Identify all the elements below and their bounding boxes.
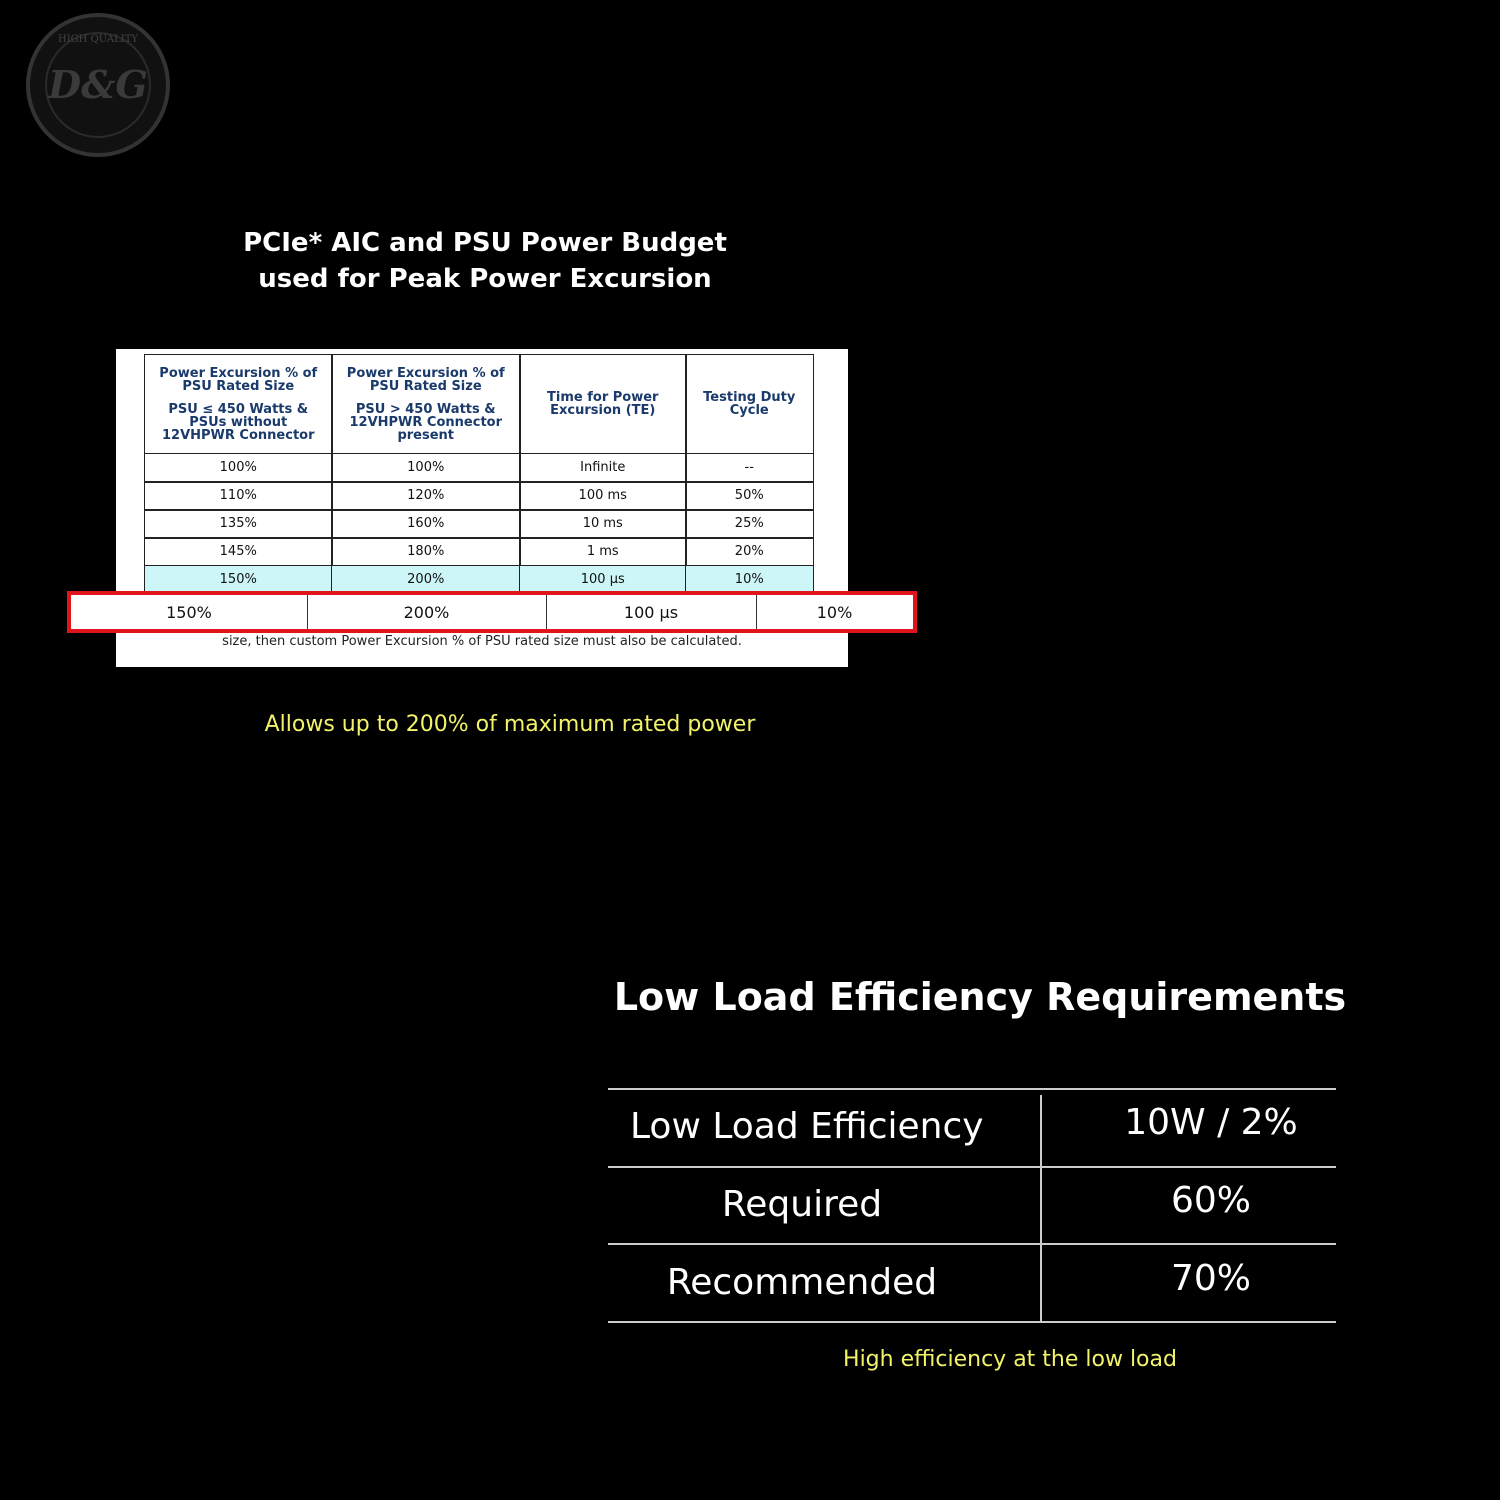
table-cell: 20% [685, 537, 814, 567]
header-text: Power Excursion % of PSU Rated Size [346, 365, 505, 394]
row-label: Required [721, 1184, 883, 1225]
caption: High efficiency at the low load [843, 1347, 1177, 1372]
logo-brand: D&G [47, 62, 148, 107]
highlight-row: 150% 200% 100 µs 10% [67, 591, 917, 633]
table-cell: 1 ms [519, 537, 687, 567]
row-value: 60% [1170, 1180, 1251, 1221]
title: used for Peak Power Excursion [258, 264, 712, 294]
table-cell: 25% [685, 509, 814, 539]
footnote: size, then custom Power Excursion % of P… [222, 634, 742, 649]
header-cell: Power Excursion % of PSU Rated Size PSU ≤… [144, 354, 333, 454]
table-cell: Infinite [519, 453, 687, 483]
rule [608, 1321, 1336, 1323]
rule [608, 1243, 1336, 1245]
table-cell: 145% [144, 537, 333, 567]
header-cell: Time for Power Excursion (TE) [519, 354, 687, 454]
title: Low Load Efficiency Requirements [613, 975, 1347, 1019]
table-cell: 100 µs [519, 565, 687, 592]
row-value: 70% [1170, 1258, 1251, 1299]
header-text: Time for Power Excursion (TE) [547, 390, 659, 418]
caption: Allows up to 200% of maximum rated power [264, 712, 756, 737]
table-cell: 160% [331, 509, 521, 539]
table-cell: 50% [685, 481, 814, 511]
logo-top: HIGH QUALITY [58, 34, 138, 45]
table-cell: 200% [331, 565, 521, 592]
header-text: PSU ≤ 450 Watts & PSUs without 12VHPWR C… [162, 401, 315, 443]
table-cell: 10% [685, 565, 814, 592]
table-cell: -- [685, 453, 814, 483]
highlight-cell: 100 µs [546, 595, 757, 629]
header-text: PSU > 450 Watts & 12VHPWR Connector pres… [349, 401, 503, 443]
divider [1040, 1095, 1042, 1322]
rule [608, 1088, 1336, 1090]
table-cell: 180% [331, 537, 521, 567]
logo: HIGH QUALITY D&G [26, 13, 170, 157]
table-cell: 150% [144, 565, 333, 592]
table-cell: 110% [144, 481, 333, 511]
header-text: Power Excursion % of PSU Rated Size [159, 365, 318, 394]
highlight-cell: 150% [71, 595, 308, 629]
row-value: 10W / 2% [1124, 1102, 1298, 1143]
highlight-cell: 200% [307, 595, 547, 629]
table-cell: 135% [144, 509, 333, 539]
highlight-cell: 10% [816, 602, 853, 622]
header-cell: Testing Duty Cycle [685, 354, 814, 454]
table-cell: 100% [144, 453, 333, 483]
table-cell: 100% [331, 453, 521, 483]
row-label: Recommended [666, 1262, 938, 1303]
rule [608, 1166, 1336, 1168]
header-text: Testing Duty Cycle [703, 390, 796, 418]
title: PCIe* AIC and PSU Power Budget [243, 228, 727, 258]
row-label: Low Load Efficiency [630, 1106, 984, 1147]
table-cell: 120% [331, 481, 521, 511]
table-cell: 10 ms [519, 509, 687, 539]
header-cell: Power Excursion % of PSU Rated Size PSU >… [331, 354, 521, 454]
table-cell: 100 ms [519, 481, 687, 511]
